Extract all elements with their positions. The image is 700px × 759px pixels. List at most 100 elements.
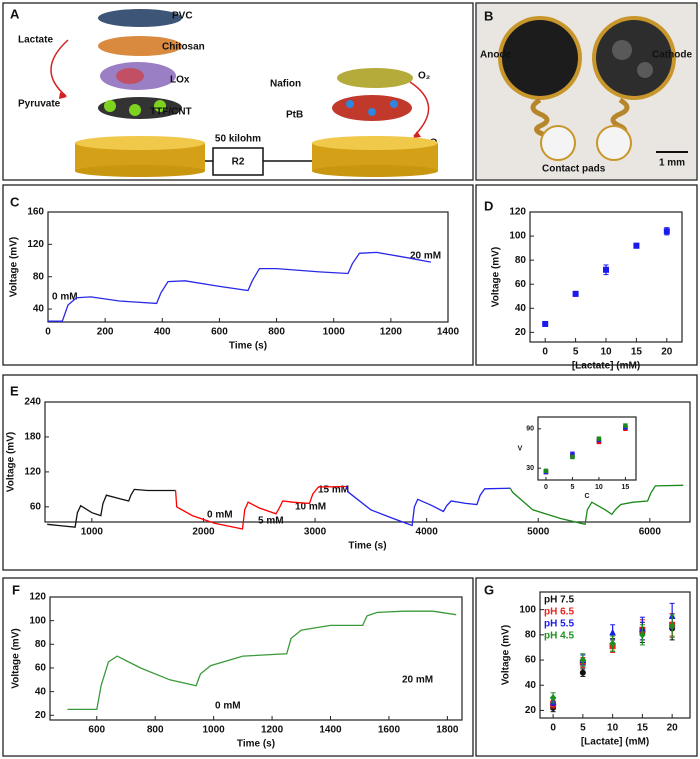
- y-tick-label: 20: [525, 705, 537, 716]
- panel-frame: [475, 577, 698, 757]
- electrode: [312, 136, 438, 150]
- photo-label: Cathode: [652, 50, 692, 61]
- legend-label: pH 6.5: [544, 607, 574, 618]
- line: [345, 486, 511, 527]
- contact-pad: [540, 125, 576, 161]
- y-tick-label: 80: [33, 271, 45, 282]
- x-tick-label: 15: [631, 347, 643, 358]
- resistor-label: R2: [232, 157, 245, 168]
- layer-label: PtB: [286, 110, 303, 121]
- y-tick-label: 120: [24, 467, 41, 478]
- point: [639, 630, 646, 639]
- product-label: Pyruvate: [18, 99, 61, 110]
- line: [174, 485, 347, 530]
- x-tick-label: 2000: [192, 527, 215, 538]
- x-tick-label: 1000: [81, 527, 104, 538]
- oxidant-label: O₂: [418, 71, 430, 82]
- electrode: [312, 165, 438, 177]
- annotation: 20 mM: [410, 251, 441, 262]
- y-tick-label: 20: [35, 710, 47, 721]
- x-tick-label: 10: [600, 347, 612, 358]
- point: [579, 656, 587, 664]
- plot-frame: [537, 416, 637, 481]
- x-tick-label: 0: [45, 327, 51, 338]
- electrode: [75, 136, 205, 150]
- annotation: 10 mM: [295, 502, 326, 513]
- x-tick-label: 1800: [436, 725, 459, 736]
- x-tick-label: 5: [573, 347, 579, 358]
- y-tick-label: 40: [35, 686, 47, 697]
- y-tick-label: 100: [29, 615, 46, 626]
- legend-label: pH 5.5: [544, 619, 574, 630]
- x-tick-label: 1600: [378, 725, 401, 736]
- panel-frame: [2, 184, 474, 366]
- point: [572, 290, 579, 297]
- x-tick-label: 1000: [323, 327, 346, 338]
- arrow-head: [413, 131, 421, 138]
- substrate-label: Lactate: [18, 35, 53, 46]
- x-tick-label: 200: [97, 327, 114, 338]
- panel-frame: [475, 2, 698, 181]
- x-tick-label: 5: [570, 484, 574, 491]
- panel-label: G: [484, 582, 494, 597]
- x-tick-label: 5: [580, 723, 586, 734]
- x-tick-label: 1000: [203, 725, 226, 736]
- point: [542, 320, 549, 327]
- scale-label: 1 mm: [659, 158, 685, 169]
- y-tick-label: 100: [509, 231, 526, 242]
- x-tick-label: 5000: [527, 527, 550, 538]
- x-tick-label: 6000: [639, 527, 662, 538]
- y-tick-label: 30: [526, 465, 534, 472]
- panel-frame: [2, 2, 474, 181]
- annotation: 20 mM: [402, 675, 433, 686]
- x-axis-title: C: [584, 493, 589, 500]
- pvc-layer: [98, 9, 182, 27]
- line: [48, 251, 432, 322]
- x-tick-label: 15: [637, 723, 649, 734]
- panel-label: D: [484, 198, 493, 213]
- point: [623, 423, 628, 428]
- annotation: 0 mM: [52, 292, 78, 303]
- panel-label: C: [10, 194, 20, 209]
- y-tick-label: 60: [35, 663, 47, 674]
- plot-frame: [47, 211, 449, 323]
- panel-frame: [2, 374, 698, 571]
- x-axis-title: [Lactate] (mM): [581, 737, 649, 748]
- panel-frame: [475, 184, 698, 366]
- y-axis-title: V: [518, 445, 523, 452]
- x-tick-label: 20: [667, 723, 679, 734]
- x-tick-label: 20: [661, 347, 673, 358]
- x-tick-label: 800: [147, 725, 164, 736]
- layer-label: Chitosan: [162, 42, 205, 53]
- point: [549, 693, 557, 702]
- layer-label: TTF/CNT: [150, 107, 192, 118]
- point: [633, 242, 640, 249]
- x-tick-label: 1400: [437, 327, 460, 338]
- x-tick-label: 0: [550, 723, 556, 734]
- diagram: A PVC Chitosan LOx TTF/CNT Lactate Pyruv…: [10, 6, 438, 177]
- point: [609, 639, 616, 648]
- y-axis-title: Voltage (mV): [9, 237, 20, 297]
- contact-pad: [596, 125, 632, 161]
- x-tick-label: 600: [88, 725, 105, 736]
- ttf-dot: [104, 100, 116, 112]
- y-tick-label: 240: [24, 397, 41, 408]
- arrow: [50, 39, 69, 97]
- point: [603, 266, 609, 273]
- lox-layer: [116, 68, 144, 84]
- trace: [530, 97, 559, 141]
- y-tick-label: 80: [515, 255, 527, 266]
- y-tick-label: 120: [29, 592, 46, 603]
- y-tick-label: 80: [35, 639, 47, 650]
- cathode: [596, 20, 672, 96]
- chitosan-layer: [98, 36, 182, 56]
- y-tick-label: 40: [515, 303, 527, 314]
- legend-label: pH 7.5: [544, 595, 574, 606]
- annotation: 0 mM: [207, 510, 233, 521]
- panel-label: F: [12, 582, 20, 597]
- line: [509, 484, 684, 526]
- y-tick-label: 60: [515, 279, 527, 290]
- x-tick-label: 1200: [380, 327, 403, 338]
- plot-frame: [529, 211, 683, 343]
- point: [596, 436, 602, 441]
